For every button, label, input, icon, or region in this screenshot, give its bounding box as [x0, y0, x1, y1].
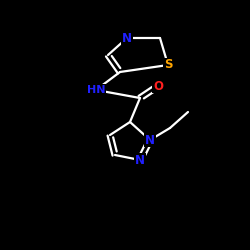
Text: N: N [135, 154, 145, 166]
Text: N: N [122, 32, 132, 44]
Text: N: N [145, 134, 155, 146]
Text: S: S [164, 58, 172, 71]
Text: HN: HN [87, 85, 105, 95]
Text: O: O [153, 80, 163, 92]
